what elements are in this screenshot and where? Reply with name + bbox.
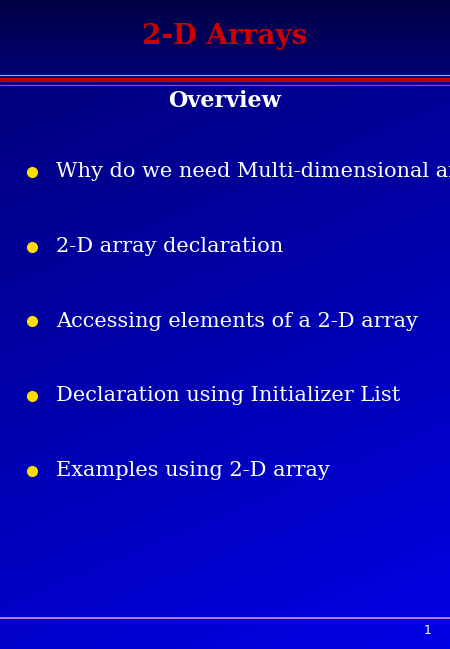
Text: Overview: Overview bbox=[169, 90, 281, 112]
Text: 2-D Arrays: 2-D Arrays bbox=[143, 23, 307, 50]
Text: Why do we need Multi-dimensional array: Why do we need Multi-dimensional array bbox=[56, 162, 450, 182]
Text: Accessing elements of a 2-D array: Accessing elements of a 2-D array bbox=[56, 312, 418, 331]
Text: Examples using 2-D array: Examples using 2-D array bbox=[56, 461, 330, 480]
Text: 1: 1 bbox=[424, 624, 432, 637]
Bar bbox=[0, 0, 450, 77]
Text: Declaration using Initializer List: Declaration using Initializer List bbox=[56, 386, 400, 406]
Text: 2-D array declaration: 2-D array declaration bbox=[56, 237, 284, 256]
